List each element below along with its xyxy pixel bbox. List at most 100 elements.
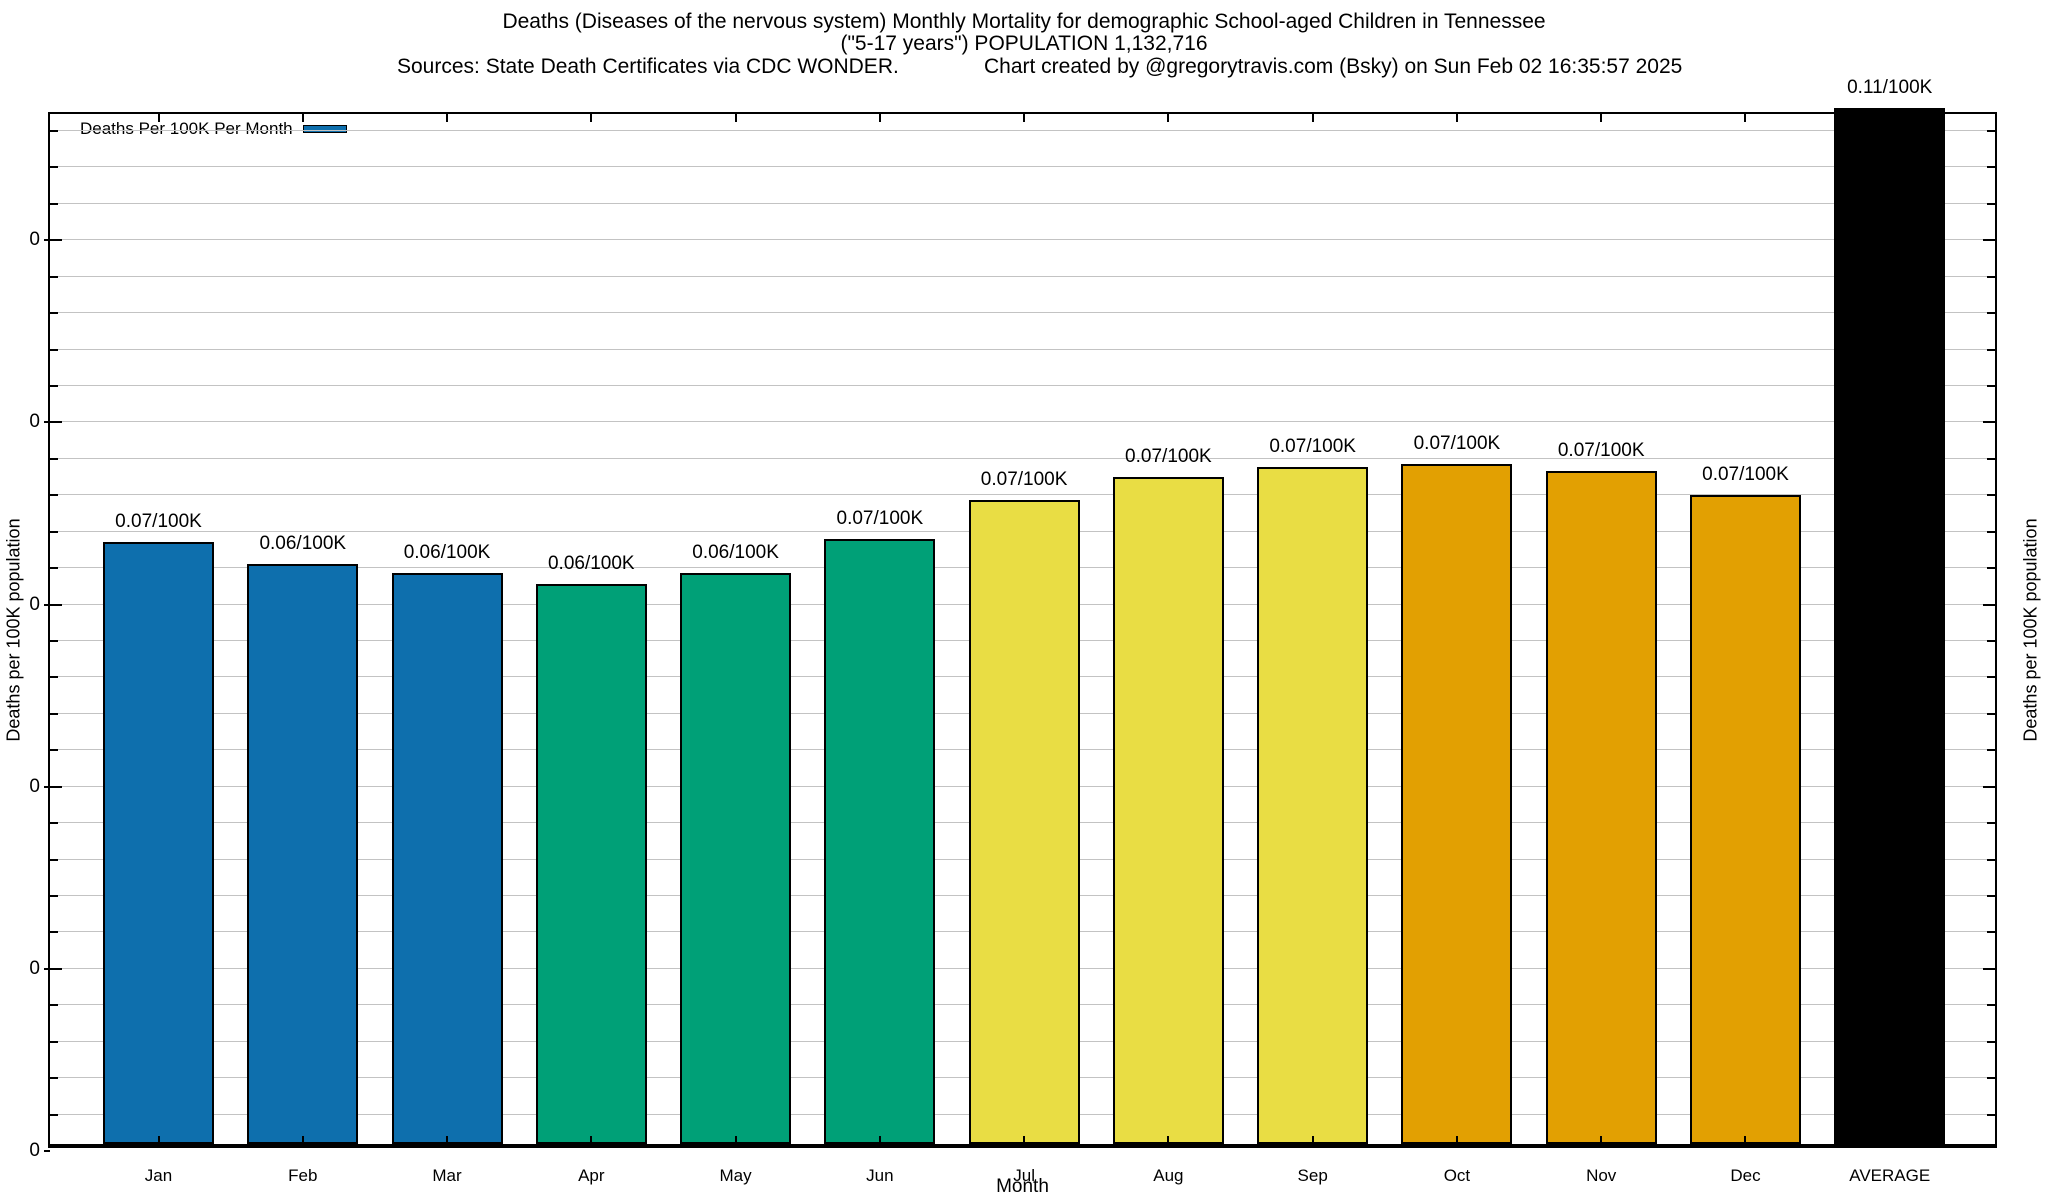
y-tick-mark — [50, 639, 58, 642]
y-tick-mark — [1987, 1113, 1995, 1116]
bar-nov — [1545, 471, 1657, 1144]
x-tick-mark — [590, 114, 593, 122]
y-tick-mark — [50, 494, 58, 497]
y-tick-mark — [1987, 1004, 1995, 1007]
x-tick-mark — [1311, 1136, 1314, 1144]
y-major-tick-outer — [44, 239, 50, 242]
minor-gridline — [50, 384, 1995, 386]
bar-value-label-apr: 0.06/100K — [547, 553, 635, 574]
bar-sep — [1257, 467, 1369, 1144]
y-tick-mark — [50, 384, 58, 387]
x-tick-mark — [1455, 1136, 1458, 1144]
x-tick-mark — [1888, 1136, 1891, 1144]
x-axis-title: Month — [996, 1176, 1049, 1197]
y-tick-mark — [1987, 202, 1995, 205]
y-tick-mark — [1987, 494, 1995, 497]
y-tick-mark — [1987, 858, 1995, 861]
y-tick-mark — [1987, 312, 1995, 315]
legend: Deaths Per 100K Per Month — [74, 117, 353, 141]
x-tick-mark — [446, 114, 449, 122]
x-tick-label-may: May — [719, 1166, 752, 1185]
bar-value-label-feb: 0.06/100K — [259, 533, 347, 554]
bar-value-label-aug: 0.07/100K — [1125, 446, 1212, 467]
bar-mar — [391, 573, 503, 1144]
x-tick-mark — [1167, 1136, 1170, 1144]
x-tick-label-apr: Apr — [578, 1166, 605, 1185]
bar-jun — [824, 539, 936, 1144]
y-tick-mark — [1987, 676, 1995, 679]
bar-value-label-mar: 0.06/100K — [403, 542, 491, 563]
y-tick-label: 0 — [29, 229, 40, 251]
bar-may — [680, 573, 792, 1144]
minor-gridline — [50, 457, 1995, 459]
bar-value-label-jan: 0.07/100K — [115, 511, 202, 532]
x-tick-mark — [1167, 114, 1170, 122]
y-tick-mark — [1987, 530, 1995, 533]
y-tick-mark — [50, 1004, 58, 1007]
y-tick-mark — [1983, 239, 1995, 242]
y-tick-mark — [1987, 384, 1995, 387]
x-tick-mark — [157, 114, 160, 122]
y-major-tick-outer — [44, 967, 50, 970]
chart-title-line1: Deaths (Diseases of the nervous system) … — [502, 10, 1546, 33]
y-tick-mark — [1983, 967, 1995, 970]
y-tick-mark — [50, 676, 58, 679]
y-tick-label: 0 — [29, 1140, 40, 1161]
x-tick-mark — [301, 114, 304, 122]
bar-value-label-average: 0.11/100K — [1847, 77, 1933, 98]
x-tick-mark — [878, 114, 881, 122]
y-tick-mark — [50, 567, 58, 570]
y-tick-mark — [50, 421, 62, 424]
x-tick-label-jan: Jan — [144, 1166, 173, 1185]
minor-gridline — [50, 202, 1995, 204]
x-tick-label-mar: Mar — [432, 1166, 462, 1185]
bar-value-label-sep: 0.07/100K — [1269, 436, 1356, 457]
y-tick-label: 0 — [29, 593, 40, 615]
y-tick-mark — [50, 603, 62, 606]
minor-gridline — [50, 494, 1995, 496]
y-axis-title-left: Deaths per 100K population — [3, 518, 24, 742]
y-tick-mark — [1987, 712, 1995, 715]
y-axis-title-right: Deaths per 100K population — [2020, 518, 2041, 742]
bar-average — [1834, 108, 1946, 1144]
y-major-tick-outer — [44, 785, 50, 788]
x-tick-mark — [1455, 114, 1458, 122]
x-tick-label-jun: Jun — [866, 1166, 894, 1185]
minor-gridline — [50, 275, 1995, 277]
minor-gridline — [50, 312, 1995, 314]
bar-jul — [968, 500, 1080, 1144]
x-tick-mark — [1600, 114, 1603, 122]
x-tick-mark — [1311, 114, 1314, 122]
y-tick-mark — [50, 967, 62, 970]
x-tick-mark — [590, 1136, 593, 1144]
bar-value-label-jul: 0.07/100K — [980, 469, 1068, 490]
x-tick-label-aug: Aug — [1153, 1166, 1184, 1185]
y-tick-mark — [1987, 567, 1995, 570]
bar-apr — [535, 584, 647, 1144]
y-tick-mark — [1987, 894, 1995, 897]
x-tick-label-feb: Feb — [288, 1166, 318, 1185]
x-tick-mark — [734, 114, 737, 122]
y-tick-mark — [50, 129, 58, 132]
y-tick-mark — [50, 275, 58, 278]
y-tick-mark — [1987, 275, 1995, 278]
y-tick-mark — [50, 1113, 58, 1116]
bar-value-label-nov: 0.07/100K — [1557, 440, 1645, 461]
y-tick-mark — [50, 1040, 58, 1043]
x-tick-label-nov: Nov — [1586, 1166, 1617, 1185]
x-tick-mark — [1023, 114, 1026, 122]
minor-gridline — [50, 348, 1995, 350]
y-tick-mark — [1987, 129, 1995, 132]
bar-value-label-dec: 0.07/100K — [1702, 464, 1789, 485]
x-tick-label-jul: Jul — [1013, 1166, 1035, 1185]
y-tick-mark — [50, 858, 58, 861]
y-tick-mark — [1987, 457, 1995, 460]
y-tick-mark — [1983, 603, 1995, 606]
y-tick-mark — [50, 931, 58, 934]
y-tick-mark — [50, 202, 58, 205]
y-tick-mark — [50, 457, 58, 460]
y-tick-mark — [1987, 931, 1995, 934]
minor-gridline — [50, 129, 1995, 131]
y-tick-mark — [1983, 785, 1995, 788]
